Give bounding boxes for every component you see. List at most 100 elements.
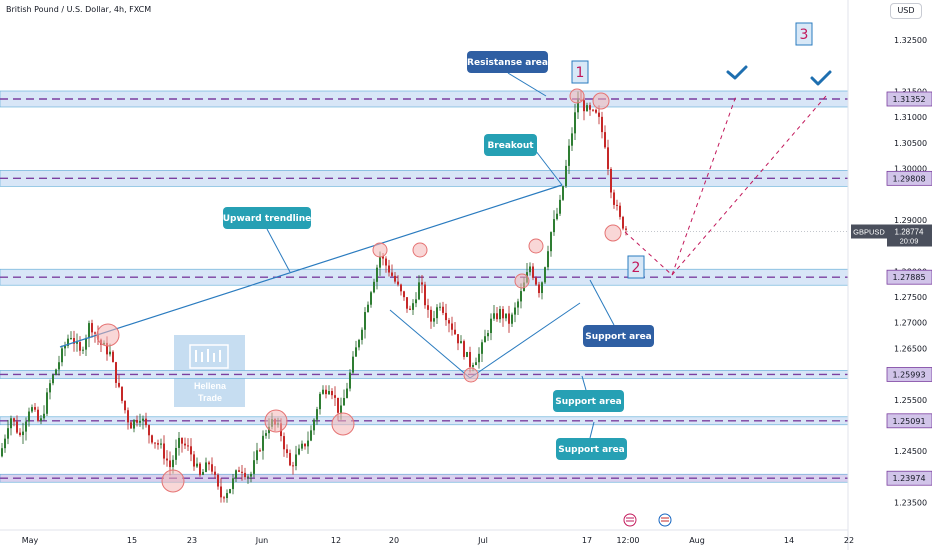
candle: [532, 263, 534, 281]
candle: [388, 259, 390, 277]
candle-body: [430, 309, 432, 322]
candle: [10, 415, 12, 436]
candle: [196, 457, 198, 468]
candle: [490, 313, 492, 341]
candle-body: [223, 497, 225, 499]
candle-body: [364, 312, 366, 330]
candle: [307, 431, 309, 454]
wave-label-1: 1: [571, 60, 589, 84]
candle: [343, 389, 345, 406]
candle-body: [517, 301, 519, 308]
price-tick-label: 1.24500: [894, 447, 927, 456]
candle-body: [10, 418, 12, 429]
level-tag-text: 1.25993: [892, 370, 925, 379]
candle-body: [601, 116, 603, 133]
pivot-circle: [604, 224, 622, 242]
currency-button[interactable]: USD: [890, 3, 922, 19]
candle: [505, 313, 507, 322]
candle: [406, 297, 408, 313]
candle-body: [70, 337, 72, 339]
wave-label-2: 2: [627, 255, 645, 279]
candle-body: [484, 336, 486, 343]
level-tag-text: 1.27885: [892, 273, 925, 282]
time-tick-label: 17: [582, 536, 592, 545]
candle-body: [487, 333, 489, 337]
candle: [508, 305, 510, 333]
callout-pointer: [581, 375, 587, 391]
level-tag-text: 1.29808: [892, 174, 925, 183]
candle-body: [73, 337, 75, 344]
candle: [595, 108, 597, 114]
price-tag-countdown: 20:09: [900, 237, 919, 246]
candle-body: [322, 389, 324, 394]
candle-body: [118, 382, 120, 387]
candle: [601, 111, 603, 139]
candle-body: [370, 292, 372, 305]
wave-label-box: [795, 22, 813, 46]
candle-body: [451, 323, 453, 330]
candle-body: [535, 277, 537, 285]
candle: [370, 290, 372, 308]
symbol-tag-text: GBPUSD: [853, 228, 885, 237]
level-price-tag: 1.29808: [886, 170, 932, 186]
pivot-circle: [592, 92, 610, 110]
candle-body: [499, 309, 501, 320]
candle-body: [259, 450, 261, 452]
candle-body: [244, 472, 246, 478]
candle-body: [139, 420, 141, 423]
candle-body: [406, 297, 408, 309]
candle-body: [400, 284, 402, 292]
candle: [154, 442, 156, 449]
candle-body: [427, 305, 429, 310]
candle-body: [529, 266, 531, 273]
candle: [574, 103, 576, 141]
candle-body: [382, 256, 384, 259]
candle: [289, 449, 291, 467]
candle-body: [325, 389, 327, 395]
candle: [13, 417, 15, 427]
event-circle: [623, 513, 637, 527]
candle-body: [577, 99, 579, 113]
callout-text: Support area: [585, 332, 652, 342]
upward-trendline: [59, 184, 563, 348]
candle: [310, 425, 312, 442]
watermark-line2: Trade: [198, 393, 222, 403]
candle-body: [436, 307, 438, 319]
callout-text: Support area: [558, 445, 625, 455]
candle: [259, 448, 261, 452]
candle: [133, 419, 135, 433]
candle-body: [121, 386, 123, 401]
candle-body: [538, 284, 540, 294]
candle-body: [613, 192, 615, 205]
candle-body: [607, 147, 609, 169]
candle-body: [229, 489, 231, 494]
candle-body: [376, 267, 378, 282]
candle-body: [550, 232, 552, 252]
level-price-tag: 1.23974: [886, 470, 932, 486]
candle: [349, 369, 351, 392]
candle-body: [337, 397, 339, 413]
candle: [364, 307, 366, 339]
wave-label-box: [627, 255, 645, 279]
candle-body: [109, 351, 111, 355]
candle-body: [301, 443, 303, 449]
candle: [184, 437, 186, 450]
pivot-circle: [331, 412, 355, 436]
candle-body: [46, 392, 48, 414]
candle: [376, 264, 378, 290]
time-tick-label: 12:00: [616, 536, 639, 545]
candle-body: [136, 419, 138, 423]
candle-body: [67, 338, 69, 346]
annotation-callout: Resistanse area: [467, 51, 548, 97]
annotation-callout: Support area: [556, 421, 627, 460]
candle: [361, 327, 363, 345]
candle-body: [490, 318, 492, 334]
candle-body: [175, 447, 177, 460]
event-stripes: [661, 517, 669, 522]
level-tag-box: [886, 470, 932, 486]
candle-body: [205, 462, 207, 472]
candle: [592, 108, 594, 112]
candle-body: [193, 454, 195, 467]
candle: [619, 202, 621, 220]
